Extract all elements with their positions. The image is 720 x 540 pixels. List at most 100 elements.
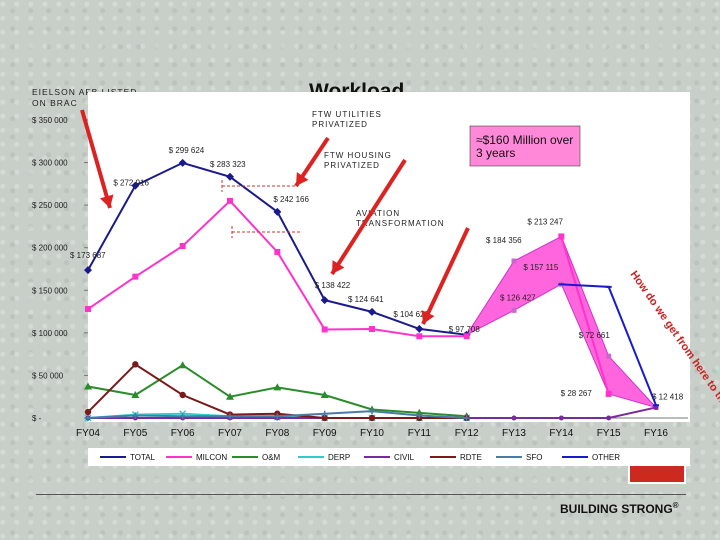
series-line xyxy=(560,236,610,395)
arrow-shaft xyxy=(330,158,407,276)
annotation-ftw-utilities: FTW UTILITIES PRIVATIZED xyxy=(312,110,385,129)
series-other xyxy=(558,283,659,407)
data-point xyxy=(226,392,234,400)
data-point xyxy=(226,172,234,181)
data-label: $ 12 418 xyxy=(652,392,684,401)
data-point xyxy=(653,404,659,407)
data-point xyxy=(605,285,612,288)
data-point xyxy=(558,283,565,286)
legend-entry: MILCON xyxy=(196,453,227,462)
data-point xyxy=(415,408,424,416)
data-point xyxy=(227,197,233,204)
series-milcon xyxy=(85,197,612,397)
data-label: $ 138 422 xyxy=(315,281,351,290)
arrow-head xyxy=(332,260,345,274)
data-point xyxy=(605,390,612,397)
data-point xyxy=(85,306,91,313)
data-label: $ 124 641 xyxy=(348,295,384,304)
band-marker xyxy=(511,258,517,264)
data-point xyxy=(132,361,139,368)
data-point xyxy=(606,415,612,421)
y-tick-label: $ 200 000 xyxy=(32,244,68,253)
data-point xyxy=(84,408,92,416)
x-tick-label: FY16 xyxy=(644,428,668,439)
x-tick-label: FY05 xyxy=(123,428,147,439)
data-label: $ 173 687 xyxy=(70,251,106,260)
legend: TOTAL MILCON O&M DERP CIVIL RDTE SFO OTHER xyxy=(88,448,690,466)
arrow-icon xyxy=(330,158,407,276)
data-point xyxy=(274,248,281,255)
data-labels: $ 173 687 $ 272 916 $ 299 624 $ 283 323 $ 24… xyxy=(70,146,684,402)
legend-entry: CIVIL xyxy=(394,453,415,462)
data-point xyxy=(179,413,186,420)
arrow-icon xyxy=(294,136,330,188)
data-point xyxy=(85,415,91,421)
brand-text: BUILDING STRONG® xyxy=(560,501,679,516)
y-tick-label: $ 100 000 xyxy=(32,329,68,338)
arrow-icon xyxy=(80,109,114,209)
band-marker xyxy=(606,353,612,359)
data-point xyxy=(321,414,328,422)
data-label: $ 157 115 xyxy=(523,263,559,272)
data-point xyxy=(558,233,565,240)
y-tick-label: $ 350 000 xyxy=(32,116,68,125)
x-tick-label: FY11 xyxy=(408,428,432,439)
series-sfo xyxy=(85,408,470,421)
legend-entry: O&M xyxy=(262,453,281,462)
callout-box xyxy=(469,125,581,167)
data-point xyxy=(320,296,329,305)
data-point xyxy=(178,361,187,369)
data-point xyxy=(274,413,281,420)
data-point xyxy=(368,307,376,316)
annotation-ftw-housing: FTW HOUSING PRIVATIZED xyxy=(324,151,392,170)
data-point xyxy=(179,391,186,399)
data-point xyxy=(273,383,282,391)
x-tick-label: FY10 xyxy=(360,428,384,439)
y-tick-label: $ - xyxy=(32,414,42,423)
arrows xyxy=(80,109,470,325)
legend-entry: RDTE xyxy=(460,453,482,462)
arrow-shaft xyxy=(421,227,470,325)
data-label: $ 283 323 xyxy=(210,160,246,169)
data-point xyxy=(511,415,517,421)
x-tick-label: FY14 xyxy=(549,428,573,439)
x-tick-label: FY09 xyxy=(313,428,337,439)
data-point xyxy=(558,415,564,421)
x-tick-label: FY15 xyxy=(597,428,621,439)
data-label: $ 72 661 xyxy=(579,331,611,340)
leader-line xyxy=(221,180,296,192)
series-group xyxy=(84,158,659,422)
x-tick-label: FY04 xyxy=(76,428,100,439)
data-point xyxy=(321,410,328,417)
legend-entry: SFO xyxy=(526,453,542,462)
data-point xyxy=(132,273,139,280)
arrow-icon xyxy=(421,227,470,325)
legend-entry: TOTAL xyxy=(130,453,156,462)
data-label: $ 126 427 xyxy=(500,293,536,302)
data-point xyxy=(84,266,92,275)
annotation-eielson: EIELSON AFB LISTED ON BRAC xyxy=(32,87,138,108)
data-label: $ 299 624 xyxy=(169,146,205,155)
data-label: $ 28 267 xyxy=(561,389,593,398)
x-tick-label: FY07 xyxy=(218,428,242,439)
data-point xyxy=(321,326,328,333)
x-tick-label: FY13 xyxy=(502,428,526,439)
data-point xyxy=(227,413,233,420)
y-tick-label: $ 250 000 xyxy=(32,201,68,210)
data-point xyxy=(368,414,376,422)
data-point xyxy=(415,324,424,333)
data-point xyxy=(369,326,375,333)
data-point xyxy=(463,415,470,421)
data-point xyxy=(179,243,186,250)
divider xyxy=(36,494,686,495)
data-label: $ 184 356 xyxy=(486,236,522,245)
arrow-shaft xyxy=(80,109,112,209)
arrow-head xyxy=(99,194,114,208)
data-point xyxy=(273,207,282,216)
data-point xyxy=(320,391,329,399)
plot-area xyxy=(88,92,690,422)
data-point xyxy=(131,181,140,190)
data-label: $ 213 247 xyxy=(527,217,563,226)
